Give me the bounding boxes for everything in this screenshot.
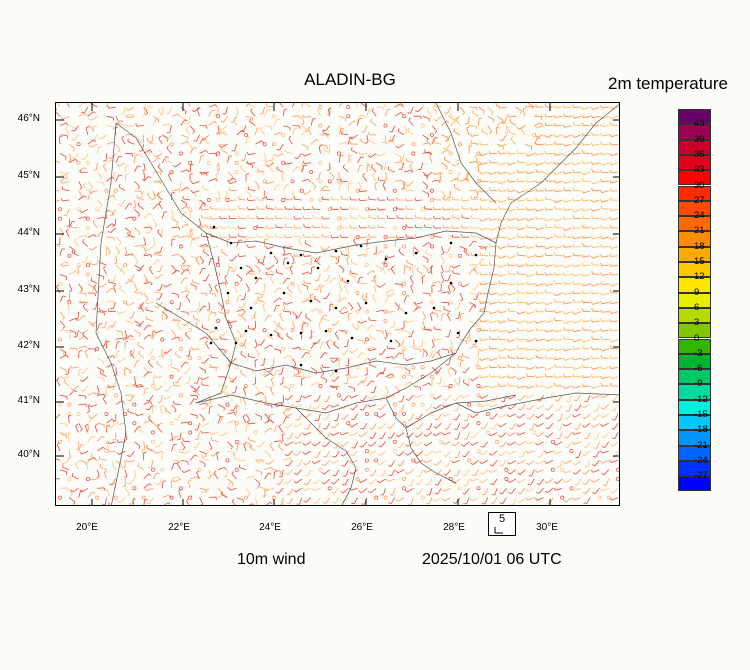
colorbar-swatch bbox=[678, 476, 711, 492]
colorbar-label: 6 bbox=[694, 301, 700, 313]
colorbar-swatch bbox=[678, 460, 711, 477]
colorbar-label: -12 bbox=[694, 393, 708, 405]
colorbar-swatch bbox=[678, 109, 711, 125]
wind-label: 10m wind bbox=[237, 551, 306, 568]
lat-label-45: 45°N bbox=[17, 170, 40, 181]
colorbar-swatch bbox=[678, 246, 711, 262]
lat-label-40: 40°N bbox=[17, 449, 40, 460]
colorbar-label: 24 bbox=[694, 210, 705, 222]
lat-label-43: 43°N bbox=[17, 284, 40, 295]
valid-time-label: 2025/10/01 06 UTC bbox=[422, 551, 562, 568]
lat-label-41: 41°N bbox=[17, 395, 40, 406]
colorbar-label: -6 bbox=[694, 363, 703, 375]
colorbar-swatch bbox=[678, 399, 711, 415]
colorbar-swatch bbox=[678, 384, 711, 400]
lon-label-28: 28°E bbox=[443, 522, 465, 533]
colorbar-swatch bbox=[678, 231, 711, 247]
lon-label-22: 22°E bbox=[168, 522, 190, 533]
colorbar-label: 36 bbox=[694, 148, 705, 160]
map-title: ALADIN-BG bbox=[304, 70, 396, 89]
colorbar-label: -21 bbox=[694, 439, 708, 451]
colorbar-label: 12 bbox=[694, 271, 705, 283]
colorbar-swatch bbox=[678, 369, 711, 385]
colorbar-label: 43 bbox=[694, 118, 705, 130]
wind-reference-value: 5 bbox=[498, 513, 506, 525]
colorbar-swatch bbox=[678, 430, 711, 446]
colorbar-swatch bbox=[678, 445, 711, 461]
colorbar-label: -3 bbox=[694, 347, 703, 359]
wind-reference-barb-icon bbox=[494, 527, 503, 534]
map-panel[interactable] bbox=[55, 102, 620, 506]
lon-label-20: 20°E bbox=[76, 522, 98, 533]
lon-label-24: 24°E bbox=[259, 522, 281, 533]
colorbar-swatch bbox=[678, 170, 711, 186]
colorbar-swatch bbox=[678, 307, 711, 324]
colorbar-label: 3 bbox=[694, 317, 700, 329]
colorbar-swatch bbox=[678, 154, 711, 171]
axis-ticks bbox=[56, 103, 619, 505]
colorbar-swatch bbox=[678, 277, 711, 293]
wind-reference-box: 5 bbox=[488, 512, 516, 536]
station-markers bbox=[209, 225, 478, 373]
colorbar-swatch bbox=[678, 353, 711, 370]
wind-barb-field bbox=[56, 103, 619, 505]
lat-label-46: 46°N bbox=[17, 113, 40, 124]
lat-label-44: 44°N bbox=[17, 227, 40, 238]
colorbar-swatch bbox=[678, 124, 711, 140]
lon-label-30: 30°E bbox=[536, 522, 558, 533]
colorbar-label: 27 bbox=[694, 194, 705, 206]
colorbar-swatch bbox=[678, 415, 711, 431]
variable-label: 2m temperature bbox=[608, 74, 728, 93]
lon-label-26: 26°E bbox=[351, 522, 373, 533]
colorbar-swatch bbox=[678, 216, 711, 232]
lat-label-42: 42°N bbox=[17, 340, 40, 351]
colorbar-label: 15 bbox=[694, 256, 705, 267]
colorbar-label: 33 bbox=[694, 164, 705, 176]
colorbar-swatch bbox=[678, 262, 711, 278]
colorbar-label: -24 bbox=[694, 454, 708, 466]
wind-barbs bbox=[56, 103, 619, 505]
colorbar-label: 0 bbox=[694, 332, 700, 344]
colorbar-label: 21 bbox=[694, 225, 705, 237]
colorbar-swatch bbox=[678, 200, 711, 217]
colorbar-label: -18 bbox=[694, 424, 708, 436]
colorbar-label: 39 bbox=[694, 133, 705, 145]
colorbar-label: -15 bbox=[694, 409, 708, 420]
colorbar-swatch bbox=[678, 139, 711, 155]
colorbar-swatch bbox=[678, 185, 711, 201]
colorbar-label: 30 bbox=[694, 179, 705, 191]
colorbar-label: 9 bbox=[694, 286, 700, 298]
colorbar-swatch bbox=[678, 323, 711, 339]
colorbar-label: 18 bbox=[694, 240, 705, 252]
country-borders bbox=[95, 103, 619, 505]
colorbar-label: -9 bbox=[694, 378, 703, 390]
colorbar-swatch bbox=[678, 338, 711, 354]
colorbar-swatch bbox=[678, 292, 711, 308]
colorbar-label: -27 bbox=[694, 470, 708, 482]
